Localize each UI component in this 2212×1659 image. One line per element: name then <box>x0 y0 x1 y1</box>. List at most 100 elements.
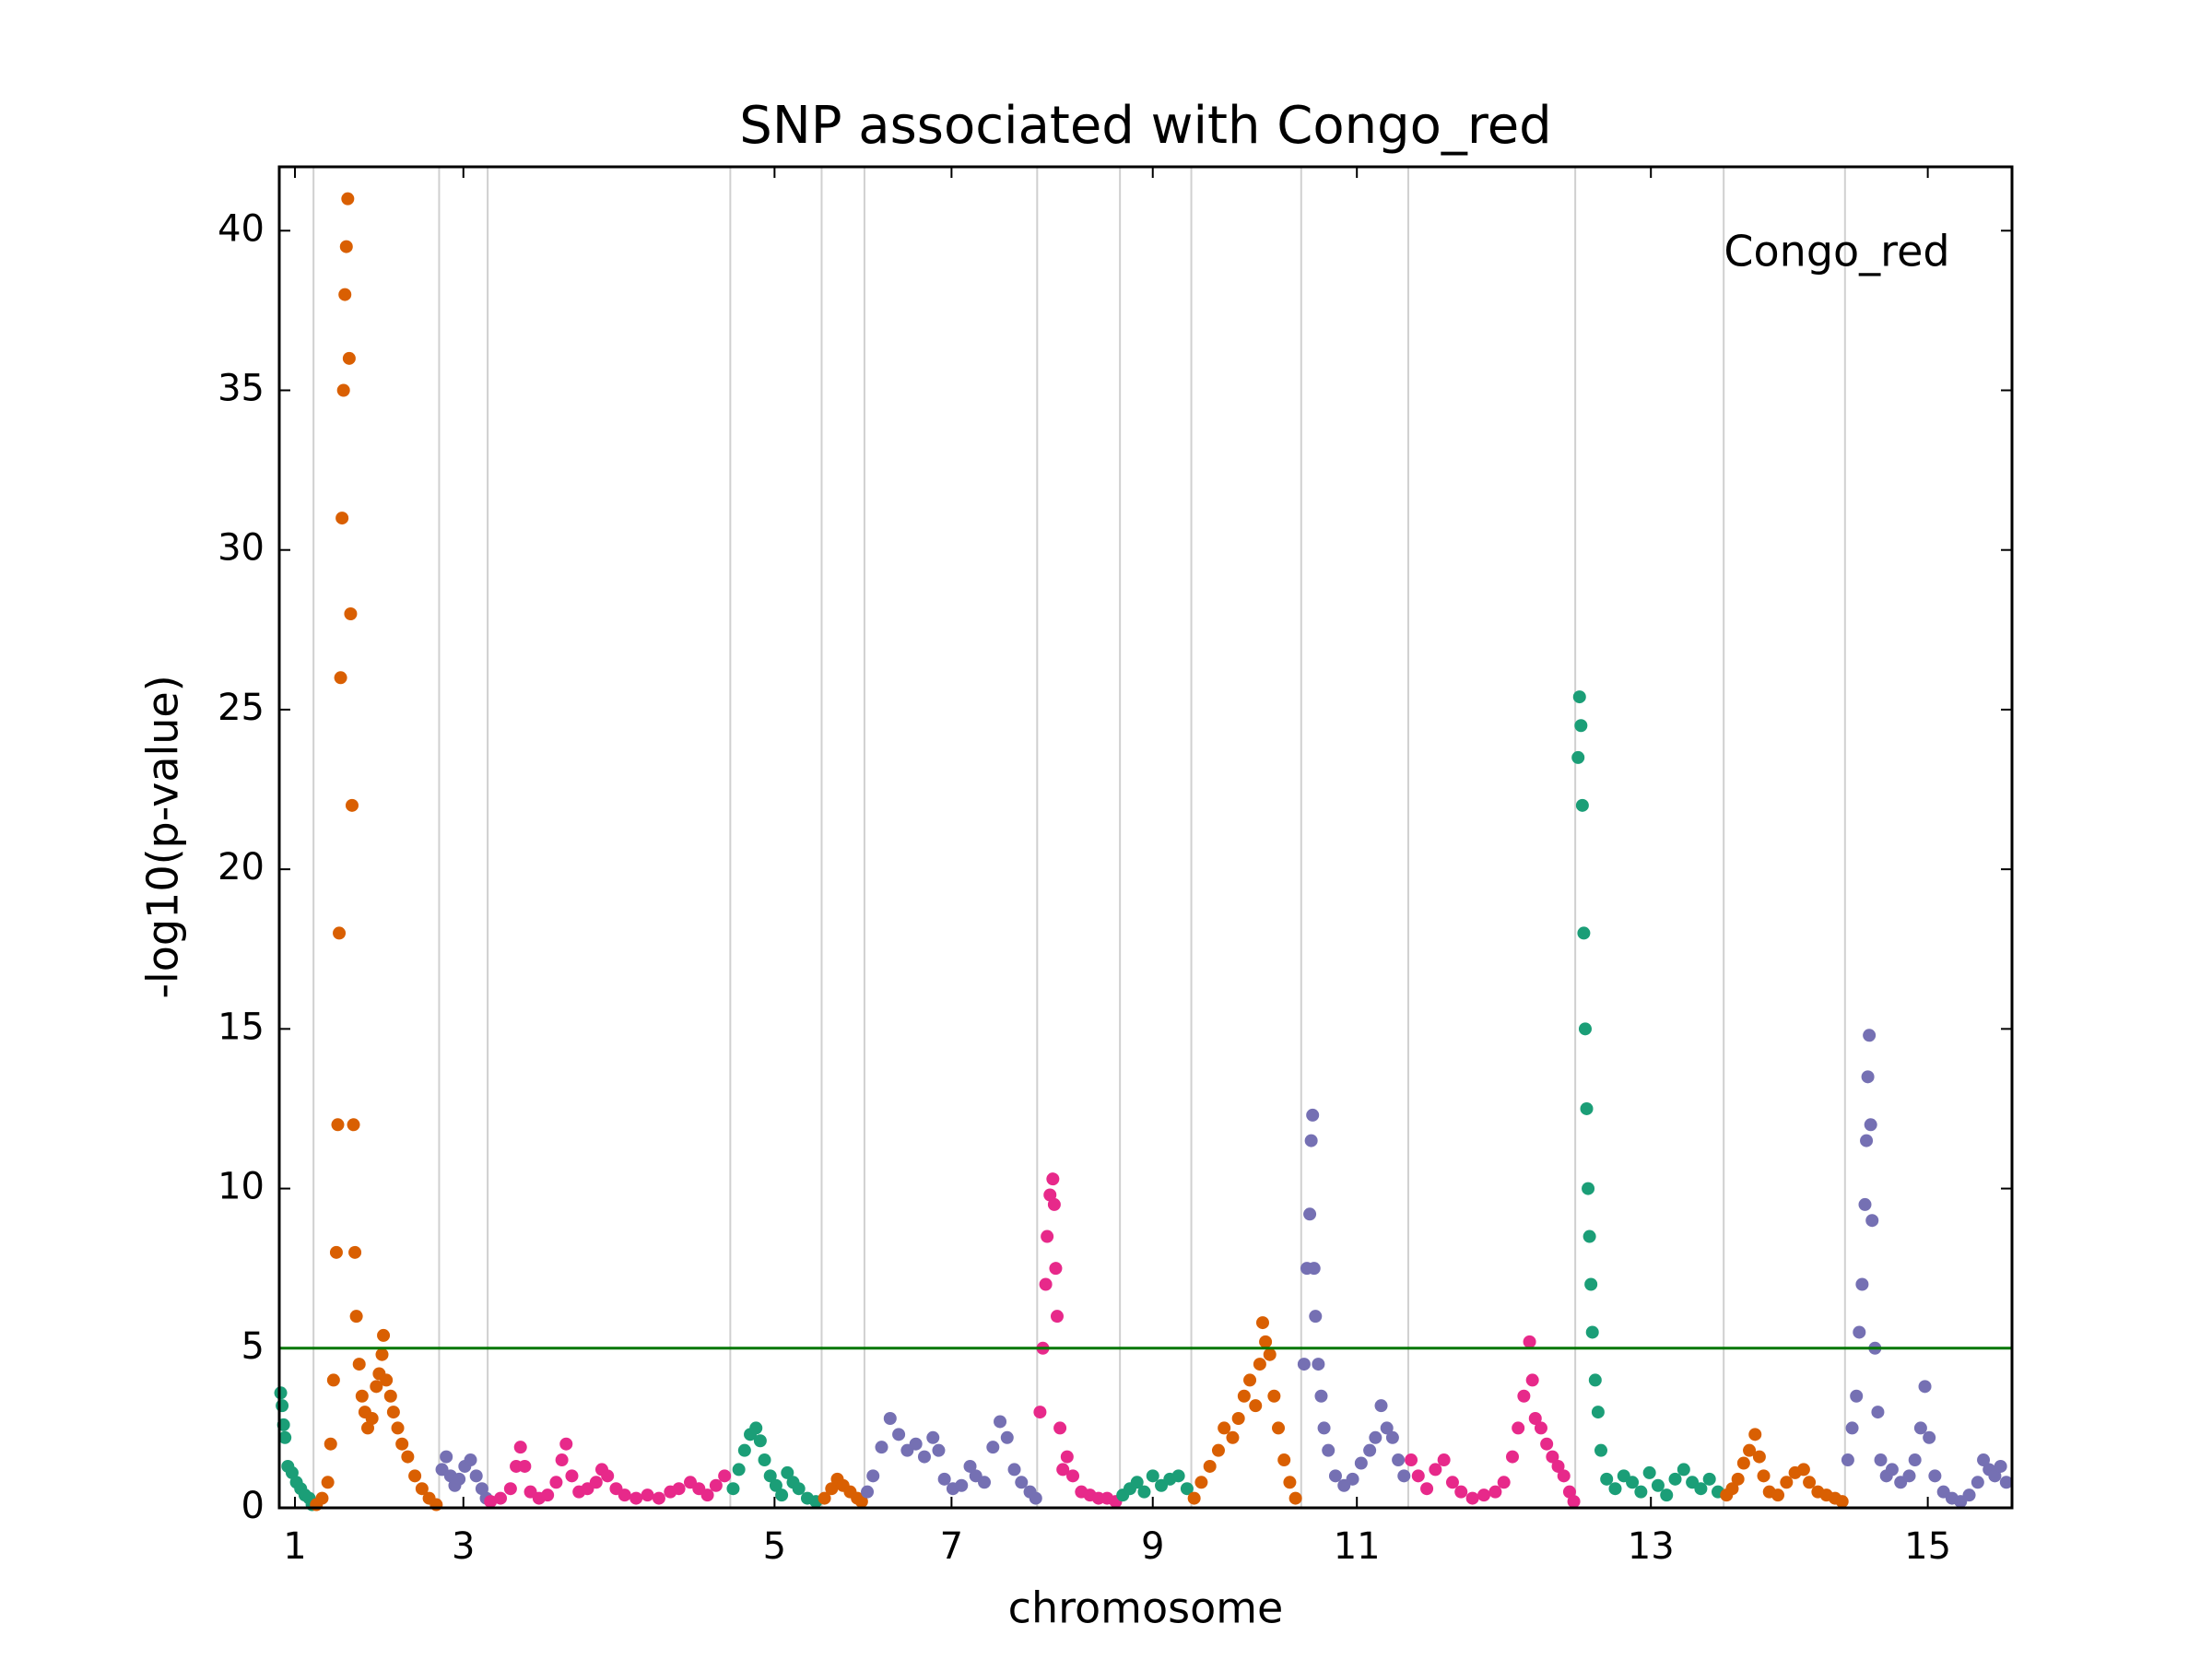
snp-point <box>1908 1453 1922 1467</box>
x-axis-label: chromosome <box>1008 1583 1284 1633</box>
snp-point <box>926 1430 940 1444</box>
snp-point <box>365 1412 379 1425</box>
snp-point <box>1525 1373 1539 1387</box>
snp-point <box>1861 1070 1875 1084</box>
snp-point <box>1000 1430 1014 1444</box>
series <box>274 192 2013 1512</box>
snp-point <box>326 1373 340 1387</box>
snp-point <box>1668 1472 1682 1486</box>
snp-point <box>1007 1463 1021 1477</box>
snp-point <box>1397 1469 1411 1483</box>
snp-point <box>415 1482 429 1496</box>
snp-point <box>825 1482 839 1496</box>
snp-point <box>1039 1277 1053 1291</box>
snp-point <box>1259 1335 1273 1348</box>
snp-point <box>1029 1491 1042 1505</box>
x-tick-label: 5 <box>763 1525 786 1568</box>
y-tick-label: 10 <box>218 1166 265 1208</box>
snp-point <box>1249 1399 1263 1413</box>
snp-point <box>1572 690 1586 704</box>
snp-point <box>1803 1476 1817 1489</box>
snp-point <box>1841 1453 1854 1467</box>
snp-point <box>1752 1450 1766 1464</box>
snp-point <box>937 1472 951 1486</box>
snp-point <box>1743 1443 1757 1457</box>
snp-point <box>1015 1476 1029 1489</box>
snp-point <box>380 1373 394 1387</box>
snp-point <box>484 1495 498 1509</box>
snp-point <box>338 288 352 301</box>
snp-point <box>342 351 356 365</box>
snp-point <box>1050 1310 1064 1324</box>
snp-point <box>1534 1421 1547 1435</box>
snp-point <box>737 1443 751 1457</box>
snp-point <box>1999 1476 2013 1489</box>
snp-point <box>718 1469 732 1483</box>
snp-point <box>909 1437 923 1451</box>
snp-point <box>1477 1488 1491 1502</box>
snp-point <box>370 1380 383 1394</box>
axes-frame <box>277 165 2014 1510</box>
snp-point <box>1557 1469 1571 1483</box>
snp-point <box>1303 1207 1317 1221</box>
snp-point <box>321 1476 335 1489</box>
snp-point <box>792 1482 806 1496</box>
snp-point <box>1146 1469 1159 1483</box>
snp-point <box>1583 1230 1596 1243</box>
snp-point <box>1046 1172 1060 1186</box>
snp-point <box>1885 1463 1899 1477</box>
snp-point <box>1977 1453 1991 1467</box>
snp-point <box>339 240 353 253</box>
y-axis-label: -log10(p-value) <box>138 675 188 998</box>
snp-point <box>709 1478 723 1492</box>
y-tick-label: 35 <box>218 368 265 410</box>
snp-point <box>1600 1472 1614 1486</box>
snp-point <box>629 1491 643 1505</box>
snp-point <box>1263 1347 1277 1361</box>
snp-point <box>1374 1399 1388 1413</box>
snp-point <box>1211 1443 1225 1457</box>
snp-point <box>963 1459 977 1473</box>
snp-point <box>1863 1029 1877 1042</box>
snp-point <box>1850 1389 1864 1403</box>
snp-point <box>1497 1476 1511 1489</box>
y-tick-label: 5 <box>241 1325 265 1368</box>
snp-point <box>1634 1485 1648 1499</box>
y-tick-label: 20 <box>218 846 265 888</box>
snp-point <box>341 192 355 206</box>
snp-point <box>1060 1450 1074 1464</box>
snp-point <box>276 1399 289 1413</box>
snp-point <box>758 1453 771 1467</box>
snp-point <box>1312 1358 1325 1371</box>
x-tick-label: 15 <box>1904 1525 1951 1568</box>
snp-point <box>1853 1325 1866 1339</box>
snp-point <box>1517 1389 1531 1403</box>
snp-point <box>763 1469 777 1483</box>
y-tick-label: 0 <box>241 1485 265 1527</box>
snp-point <box>1306 1108 1320 1122</box>
snp-point <box>315 1491 329 1505</box>
snp-point <box>1571 750 1585 764</box>
chart-title: SNP associated with Congo_red <box>739 96 1551 156</box>
snp-point <box>994 1415 1007 1429</box>
snp-point <box>955 1478 969 1492</box>
snp-point <box>1309 1310 1323 1324</box>
snp-point <box>513 1441 527 1454</box>
snp-point <box>352 1358 366 1371</box>
snp-point <box>494 1491 508 1505</box>
snp-point <box>732 1463 746 1477</box>
snp-point <box>1369 1430 1382 1444</box>
snp-point <box>375 1347 389 1361</box>
snp-point <box>892 1428 906 1441</box>
snp-point <box>601 1469 615 1483</box>
snp-point <box>1304 1134 1318 1147</box>
snp-point <box>1574 719 1588 733</box>
snp-point <box>464 1453 477 1467</box>
snp-point <box>559 1437 573 1451</box>
snp-point <box>818 1491 831 1505</box>
snp-point <box>1314 1389 1328 1403</box>
snp-point <box>1307 1262 1321 1276</box>
snp-point <box>986 1441 1000 1454</box>
snp-point <box>1871 1406 1885 1419</box>
